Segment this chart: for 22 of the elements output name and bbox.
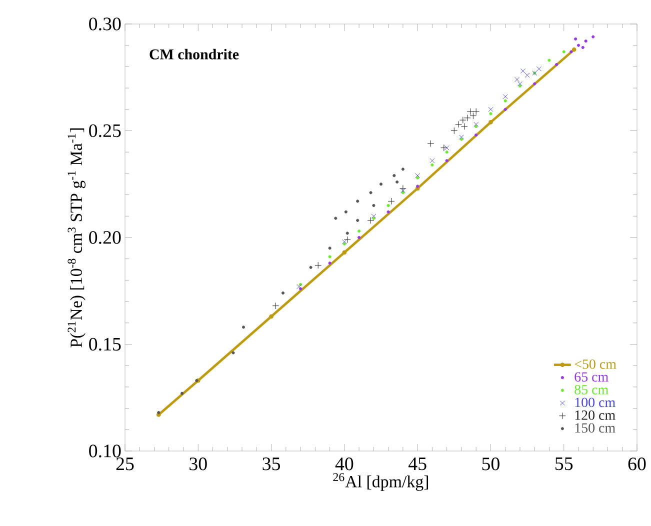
text: P($^{21}$Ne) [10$^{-8}$ cm$^{3}$ STP g$^{-1}$ Ma$^{-1}$] <box>68 128 86 348</box>
x-tick-label: 60 <box>628 458 646 470</box>
x-tick-label: 35 <box>262 458 280 470</box>
y-tick-label: 0.10 <box>89 444 121 458</box>
x-axis-title: $^{26}$Al [dpm/kg] <box>333 473 428 491</box>
legend-label: 150 cm <box>575 423 616 433</box>
legend-label: <50 cm <box>574 359 616 369</box>
legend-label: 65 cm <box>574 372 608 382</box>
x-tick-label: 40 <box>335 458 354 470</box>
x-tick-label: 30 <box>190 458 207 470</box>
legend-label: 85 cm <box>574 384 608 394</box>
x-tick-label: 25 <box>116 458 134 470</box>
legend-label: 120 cm <box>575 410 616 420</box>
x-tick-label: 45 <box>408 458 426 470</box>
y-tick-label: 0.15 <box>89 338 121 351</box>
legend-label: 100 cm <box>575 398 616 408</box>
y-tick-label: 0.30 <box>89 18 121 30</box>
y-tick-label: 0.20 <box>89 231 121 244</box>
annotation: CM chondrite <box>150 48 239 60</box>
x-tick-label: 55 <box>555 458 573 470</box>
x-tick-label: 50 <box>482 458 500 470</box>
y-tick-label: 0.25 <box>89 124 121 138</box>
